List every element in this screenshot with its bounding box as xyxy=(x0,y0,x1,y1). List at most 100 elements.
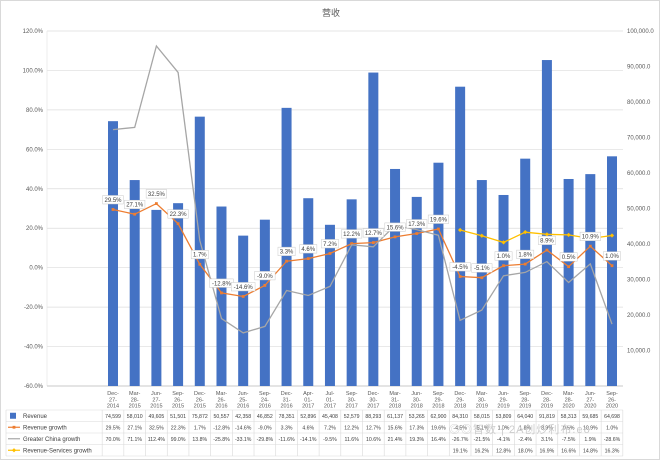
revenue-bar xyxy=(585,174,596,386)
data-label-box xyxy=(341,229,363,239)
table-cell-value: 53,809 xyxy=(496,414,512,420)
revenue-growth-marker xyxy=(263,284,267,287)
revenue-growth-marker xyxy=(545,248,549,252)
y-axis-right-tick-label: 60,000.0 xyxy=(627,171,651,177)
table-cell-value: 3.3% xyxy=(281,425,293,431)
x-axis-category-label: Jul-01-2017 xyxy=(324,391,336,410)
table-cell-value: 1.7% xyxy=(194,425,206,431)
revenue-bar xyxy=(433,162,444,386)
revenue-services-growth-marker xyxy=(501,240,506,245)
table-cell-value: 64,698 xyxy=(604,414,620,420)
revenue-services-growth-marker xyxy=(544,232,550,237)
table-cell-value: 16.9% xyxy=(540,448,555,454)
table-cell-value: 75,872 xyxy=(192,414,208,420)
y-axis-left-tick-label: 0.0% xyxy=(29,266,43,272)
revenue-growth-marker xyxy=(133,212,137,216)
data-label-box xyxy=(277,246,296,256)
data-label-box xyxy=(516,249,535,259)
data-label: 8.9% xyxy=(540,239,554,245)
revenue-services-growth-marker xyxy=(479,233,484,238)
table-cell-value: 99.0% xyxy=(171,437,186,443)
revenue-bar xyxy=(476,180,487,386)
data-label-box xyxy=(299,244,318,254)
y-axis-left-tick-label: 80.0% xyxy=(26,108,44,114)
y-axis-left-tick-label: 40.0% xyxy=(26,187,44,193)
table-cell-value: 11.6% xyxy=(344,437,359,443)
y-axis-right-tick-label: 30,000.0 xyxy=(627,278,651,284)
table-cell-value: 52,579 xyxy=(344,414,360,420)
legend-marker-revenue-services-growth xyxy=(11,448,17,453)
table-cell-value: 19.6% xyxy=(431,425,446,431)
data-label: 27.1% xyxy=(126,203,144,209)
revenue-growth-marker xyxy=(437,227,440,231)
revenue-growth-marker xyxy=(350,242,354,246)
legend-label-revenue-growth: Revenue growth xyxy=(23,425,67,431)
revenue-growth-marker xyxy=(176,222,180,226)
revenue-bar xyxy=(541,60,552,387)
revenue-growth-marker xyxy=(502,264,505,268)
y-axis-right-tick-label: 70,000.0 xyxy=(627,136,651,142)
data-label: -14.6% xyxy=(234,285,254,291)
table-cell-value: 16.2% xyxy=(474,448,489,454)
x-axis-category-label: Dec-31-2016 xyxy=(280,391,292,410)
revenue-services-growth-marker xyxy=(566,232,571,238)
revenue-growth-marker xyxy=(154,202,158,205)
x-axis-category-label: Mar-26-2016 xyxy=(215,391,227,410)
revenue-growth-marker xyxy=(415,232,419,235)
revenue-growth-marker xyxy=(610,264,614,268)
watermark: ◎◎智数 | 2A创炒利布.eo xyxy=(449,424,591,436)
legend-marker-revenue-growth xyxy=(12,425,16,429)
table-cell-value: 32.5% xyxy=(149,425,164,431)
table-cell-value: 27.1% xyxy=(127,425,142,431)
revenue-bar xyxy=(390,168,401,386)
x-axis-category-label: Jun-25-2016 xyxy=(237,391,249,410)
table-cell-value: 8.9% xyxy=(541,425,553,431)
revenue-bar xyxy=(607,156,617,386)
table-cell-value: 3.1% xyxy=(541,437,553,443)
table-cell-value: 46,852 xyxy=(257,414,273,420)
x-axis-category-label: Jun-30-2018 xyxy=(411,391,423,410)
revenue-services-growth-marker xyxy=(523,230,528,235)
x-axis-category-label: Dec-26-2015 xyxy=(194,391,206,410)
table-cell-value: -26.7% xyxy=(452,437,469,443)
table-cell-value: 49,605 xyxy=(148,414,164,420)
table-cell-value: 12.2% xyxy=(344,425,359,431)
table-cell-value: 84,310 xyxy=(452,414,468,420)
revenue-growth-marker xyxy=(285,259,288,263)
y-axis-left-tick-label: -20.0% xyxy=(24,305,44,311)
table-cell-value: 58,313 xyxy=(561,414,577,420)
revenue-bar xyxy=(108,121,118,386)
revenue-growth-marker xyxy=(198,262,202,266)
data-label-box xyxy=(603,251,621,261)
table-cell-value: 0.5% xyxy=(563,425,575,431)
data-label-box xyxy=(427,214,449,224)
revenue-services-growth-marker xyxy=(458,227,463,233)
table-cell-value: -7.5% xyxy=(562,437,576,443)
data-label-box xyxy=(190,250,209,260)
data-label-box xyxy=(124,199,146,209)
y-axis-right-tick-label: 40,000.0 xyxy=(627,242,651,248)
table-cell-value: 16.4% xyxy=(431,437,446,443)
table-cell-value: 13.8% xyxy=(192,437,207,443)
y-axis-left-tick-label: 20.0% xyxy=(26,226,44,232)
table-cell-value: -28.6% xyxy=(604,437,621,443)
table-cell-value: 91,819 xyxy=(539,414,555,420)
table-cell-value: -29.8% xyxy=(257,437,274,443)
data-label: 1.0% xyxy=(497,254,511,260)
revenue-bar xyxy=(259,219,270,386)
table-cell-value: -9.5% xyxy=(323,437,337,443)
revenue-growth-marker xyxy=(480,276,484,280)
data-label: 4.6% xyxy=(301,247,315,253)
x-axis-category-label: Sep-24-2016 xyxy=(259,391,271,410)
y-axis-right-tick-label: 50,000.0 xyxy=(627,207,651,213)
revenue-growth-marker xyxy=(567,265,571,269)
table-cell-value: -9.0% xyxy=(258,425,272,431)
data-label-box xyxy=(231,282,256,292)
legend-label-greater-china-growth: Greater China growth xyxy=(23,437,80,443)
revenue-growth-marker xyxy=(220,291,223,295)
data-label: 3.3% xyxy=(280,250,294,256)
data-label: 1.7% xyxy=(193,253,207,259)
x-axis-category-label: Dec-27-2014 xyxy=(107,391,119,410)
y-axis-right-tick-label: 80,000.0 xyxy=(627,100,651,106)
